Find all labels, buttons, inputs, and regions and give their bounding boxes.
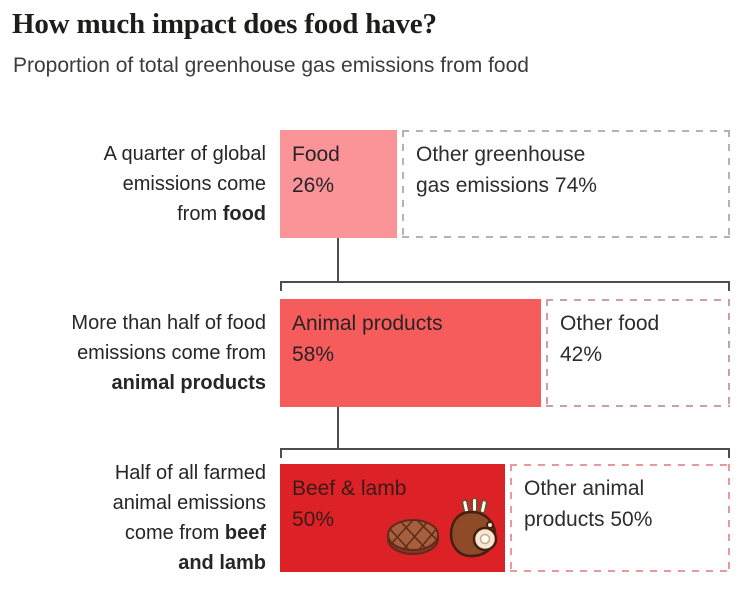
- row-food-annotation: A quarter of global emissions come from …: [0, 130, 266, 238]
- bar-track-animal: Animal products 58% Other food 42%: [280, 299, 730, 407]
- page-title: How much impact does food have?: [12, 8, 437, 40]
- row-food: A quarter of global emissions come from …: [0, 130, 730, 238]
- bar-label: Animal products: [292, 312, 443, 335]
- bar-segment-other-animal: Other animal products 50%: [510, 464, 730, 572]
- bar-value: 58%: [292, 343, 335, 366]
- row-animal-annotation: More than half of food emissions come fr…: [0, 299, 266, 407]
- annotation-line: emissions come: [122, 173, 266, 195]
- bar-segment-food: Food 26%: [280, 130, 397, 238]
- annotation-bold-text: animal products: [111, 372, 266, 394]
- annotation-line: and lamb: [178, 552, 266, 574]
- annotation-line: come from beef: [0, 518, 266, 548]
- bar-segment-other-food: Other food 42%: [546, 299, 730, 407]
- bar-segment-other-greenhouse: Other greenhouse gas emissions 74%: [402, 130, 730, 238]
- bar-label: Beef & lamb: [292, 477, 407, 500]
- annotation-text: come from: [124, 522, 225, 544]
- page-subtitle: Proportion of total greenhouse gas emiss…: [13, 54, 529, 77]
- annotation-line: animal emissions: [112, 492, 266, 514]
- bar-label: Food: [292, 143, 340, 166]
- annotation-line: emissions come from: [77, 342, 266, 364]
- steak-icon: [385, 516, 443, 567]
- bar-label: products 50%: [524, 508, 653, 531]
- meat-icons: [385, 497, 499, 567]
- bar-track-food: Food 26% Other greenhouse gas emissions …: [280, 130, 730, 238]
- bar-value: 50%: [292, 508, 335, 531]
- annotation-line: Half of all farmed: [114, 462, 266, 484]
- annotation-text: from: [177, 203, 223, 225]
- bar-label: Other animal: [524, 477, 645, 500]
- bar-label: gas emissions 74%: [416, 174, 597, 197]
- bar-value: 26%: [292, 174, 335, 197]
- row-beef-lamb: Half of all farmed animal emissions come…: [0, 462, 730, 574]
- annotation-line: from food: [0, 199, 266, 229]
- annotation-line: A quarter of global: [103, 143, 266, 165]
- bar-label: Other food: [560, 312, 660, 335]
- annotation-bold-text: food: [222, 203, 266, 225]
- annotation-line: More than half of food: [71, 312, 266, 334]
- connector-bracket: [280, 281, 730, 291]
- annotation-line: animal products: [0, 368, 266, 398]
- connector-bracket: [280, 448, 730, 458]
- meat-on-bone-icon: [447, 497, 499, 567]
- row-animal-products: More than half of food emissions come fr…: [0, 299, 730, 407]
- bar-segment-animal-products: Animal products 58%: [280, 299, 541, 407]
- bar-segment-beef-lamb: Beef & lamb 50%: [280, 464, 505, 572]
- bar-label: Other greenhouse: [416, 143, 586, 166]
- connector-stem: [337, 407, 339, 450]
- row-beef-annotation: Half of all farmed animal emissions come…: [0, 462, 266, 574]
- connector-stem: [337, 238, 339, 283]
- bar-track-beef: Beef & lamb 50%: [280, 464, 730, 572]
- bar-label: 42%: [560, 343, 603, 366]
- annotation-bold-text: beef: [224, 522, 266, 544]
